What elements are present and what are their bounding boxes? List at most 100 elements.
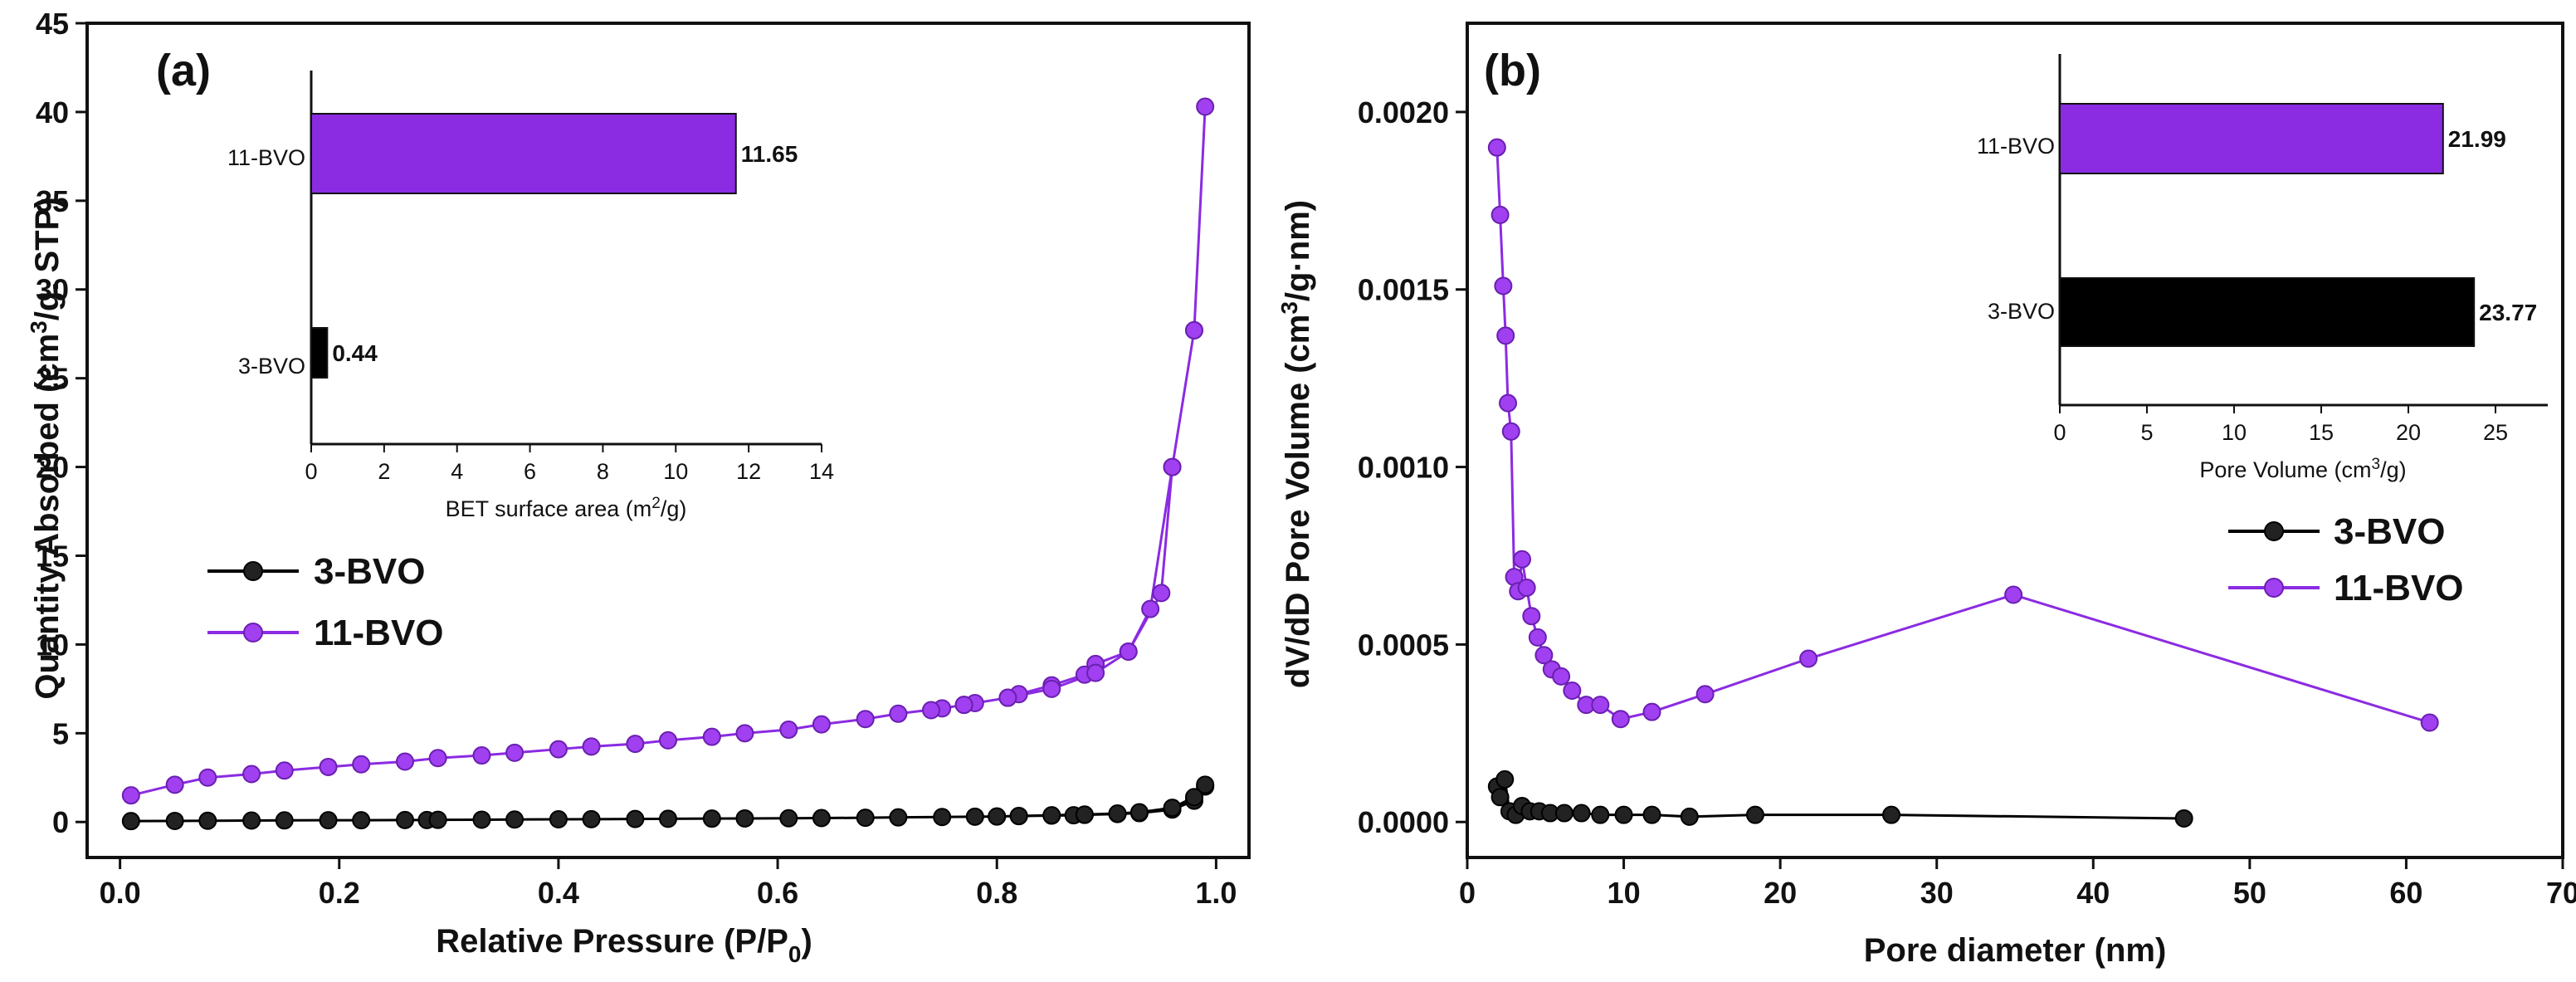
- x-tick-label: 70: [2546, 876, 2576, 910]
- data-point-11-bvo: [1522, 607, 1541, 626]
- x-tick-label: 0.0: [100, 876, 141, 910]
- data-point-3-bvo: [779, 809, 798, 828]
- data-point-11-bvo: [1490, 205, 1510, 224]
- panel-b-inset-pore-volume: 0 5 10 15 20 25 21.99 23.77 11-BVO 3-BVO Pore …: [1977, 54, 2548, 482]
- data-point-3-bvo: [165, 811, 184, 830]
- data-point-11-bvo: [1563, 682, 1582, 700]
- data-point-11-bvo: [198, 768, 217, 787]
- data-point-3-bvo: [1042, 806, 1061, 825]
- panel-a-series: [121, 97, 1215, 831]
- data-point-3-bvo: [889, 808, 908, 827]
- data-point-11-bvo: [1611, 710, 1630, 729]
- legend-marker-3-bvo: [243, 561, 263, 581]
- inset-x-tick-label: 0: [2053, 420, 2066, 445]
- inset-a-category-3-bvo: 3-BVO: [238, 354, 305, 379]
- data-point-3-bvo: [1490, 788, 1510, 807]
- data-point-11-bvo: [1642, 702, 1661, 721]
- y-tick-label: 10: [36, 628, 69, 662]
- x-tick-label: 60: [2389, 876, 2422, 910]
- data-point-3-bvo: [735, 809, 754, 828]
- panel-a-x-axis: 0.0 0.2 0.4 0.6 0.8 1.0: [100, 857, 1237, 910]
- data-point-11-bvo: [856, 710, 875, 729]
- panel-b-frame: [1466, 22, 2564, 859]
- inset-x-tick-label: 12: [736, 459, 761, 484]
- x-tick-label: 0: [1459, 876, 1476, 910]
- data-point-3-bvo: [505, 810, 524, 829]
- inset-bar-3-bvo: [2059, 277, 2476, 347]
- inset-bar-3-bvo: [310, 327, 329, 379]
- data-point-11-bvo: [1499, 393, 1518, 413]
- inset-x-tick-label: 10: [663, 459, 688, 484]
- panel-b-x-axis-title: Pore diameter (nm): [1864, 932, 2167, 969]
- data-point-11-bvo: [121, 786, 140, 805]
- data-point-11-bvo: [242, 765, 261, 784]
- inset-x-tick-label: 0: [305, 459, 317, 484]
- data-point-3-bvo: [121, 812, 140, 831]
- data-point-3-bvo: [1184, 788, 1203, 807]
- inset-b-x-title: Pore Volume (cm3/g): [2199, 456, 2406, 482]
- x-tick-label: 30: [1920, 876, 1954, 910]
- data-point-3-bvo: [988, 807, 1007, 826]
- inset-x-tick-label: 2: [378, 459, 390, 484]
- y-tick-label: 5: [52, 716, 69, 750]
- data-point-3-bvo: [1196, 775, 1215, 794]
- data-point-3-bvo: [1882, 805, 1901, 824]
- panel-a-y-axis-title: Quantity Absorbed (cm3/g. STP): [26, 197, 66, 699]
- inset-b-category-3-bvo: 3-BVO: [1988, 299, 2055, 324]
- legend-marker-11-bvo: [243, 623, 263, 642]
- data-point-11-bvo: [1196, 97, 1215, 116]
- data-point-11-bvo: [505, 743, 524, 762]
- x-tick-label: 10: [1608, 876, 1641, 910]
- y-tick-label: 0.0020: [1358, 95, 1449, 129]
- data-point-11-bvo: [626, 735, 645, 754]
- data-point-3-bvo: [1614, 805, 1633, 824]
- x-tick-label: 20: [1764, 876, 1797, 910]
- panel-a-inset-bet-surface-area: 0 2 4 6 8 10 12 14 11.65 0.44 11-BVO 3-BVO BET s…: [227, 71, 834, 521]
- data-point-3-bvo: [626, 809, 645, 828]
- panel-b-legend: 3-BVO 11-BVO: [2228, 511, 2464, 608]
- data-point-3-bvo: [582, 809, 601, 828]
- data-point-3-bvo: [549, 810, 568, 829]
- data-point-11-bvo: [1552, 667, 1571, 686]
- inset-bar-value-3-bvo: 23.77: [2479, 300, 2537, 325]
- series-line-11-bvo: [1495, 147, 2431, 724]
- data-point-3-bvo: [1075, 805, 1094, 824]
- data-point-3-bvo: [1108, 804, 1127, 823]
- data-point-11-bvo: [921, 701, 940, 720]
- legend-item-3-bvo: 3-BVO: [207, 551, 425, 592]
- data-point-3-bvo: [659, 809, 677, 828]
- inset-a-x-title: BET surface area (m2/g): [446, 495, 687, 521]
- data-point-11-bvo: [1513, 550, 1531, 569]
- inset-b-bars: 21.99 23.77: [2059, 103, 2537, 347]
- data-point-3-bvo: [1745, 805, 1764, 824]
- legend-label-3-bvo: 3-BVO: [314, 551, 425, 592]
- x-tick-label: 0.6: [757, 876, 798, 910]
- data-point-11-bvo: [396, 752, 415, 771]
- data-point-11-bvo: [1141, 599, 1160, 618]
- y-tick-label: 40: [36, 95, 69, 129]
- panel-a-frame: [85, 22, 1251, 859]
- data-point-11-bvo: [954, 696, 973, 715]
- legend-marker-3-bvo-b: [2264, 521, 2284, 541]
- inset-x-tick-label: 10: [2222, 420, 2247, 445]
- x-tick-label: 0.8: [976, 876, 1017, 910]
- data-point-11-bvo: [549, 740, 568, 759]
- y-tick-label: 45: [36, 7, 69, 41]
- y-tick-label: 30: [36, 273, 69, 307]
- data-point-11-bvo: [582, 737, 601, 756]
- data-point-3-bvo: [933, 808, 952, 827]
- data-point-11-bvo: [889, 704, 908, 723]
- inset-b-x-ticks: 0 5 10 15 20 25: [2053, 405, 2508, 445]
- data-point-3-bvo: [1642, 805, 1661, 824]
- inset-x-tick-label: 14: [809, 459, 834, 484]
- data-point-3-bvo: [965, 807, 984, 826]
- legend-item-3-bvo-b: 3-BVO: [2228, 511, 2445, 552]
- data-point-11-bvo: [1086, 663, 1105, 682]
- data-point-3-bvo: [428, 810, 447, 829]
- data-point-11-bvo: [1042, 679, 1061, 698]
- data-point-3-bvo: [702, 809, 721, 828]
- x-tick-label: 1.0: [1195, 876, 1237, 910]
- x-tick-label: 50: [2233, 876, 2266, 910]
- legend-label-11-bvo-b: 11-BVO: [2334, 568, 2464, 608]
